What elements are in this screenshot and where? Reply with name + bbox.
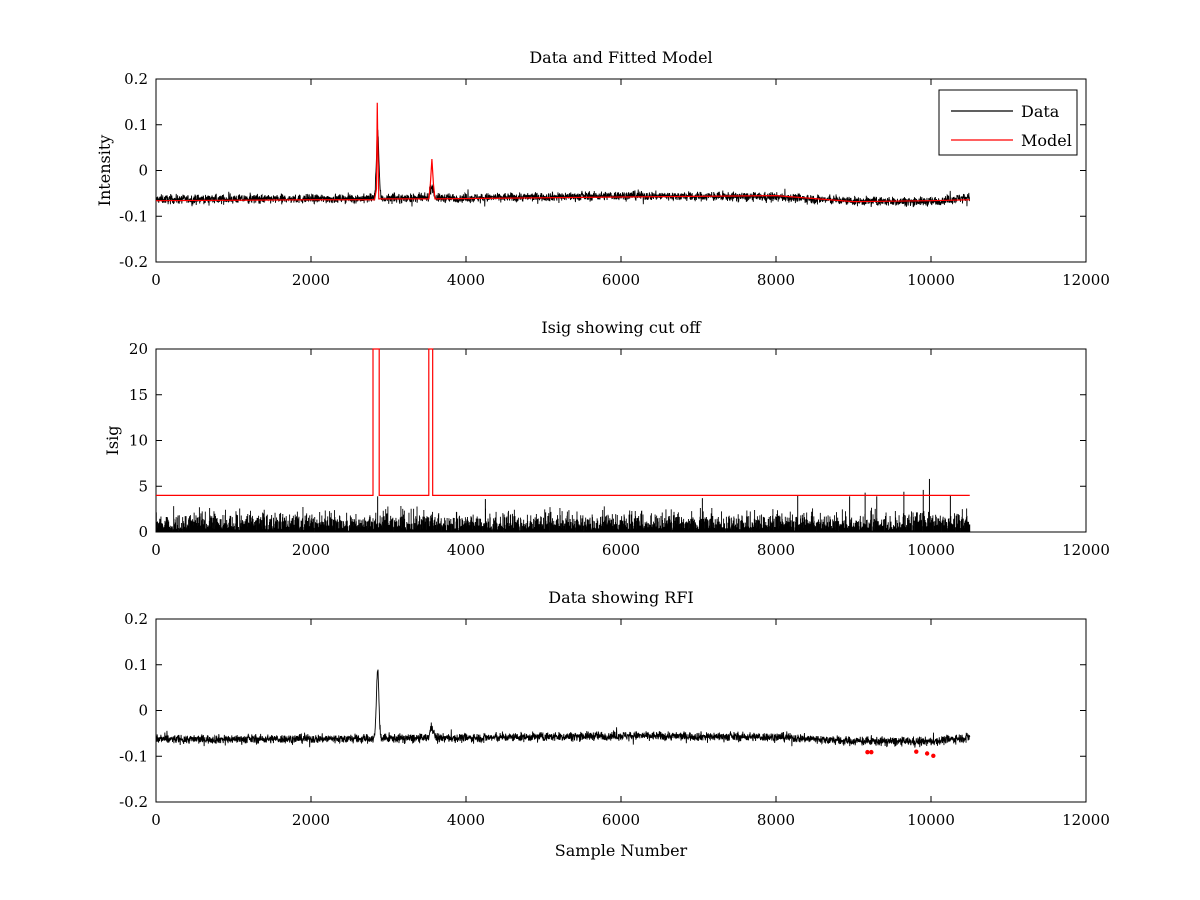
rfi-marker <box>869 749 874 755</box>
plot-marks <box>155 102 971 208</box>
x-tick-label: 4000 <box>447 541 485 559</box>
y-tick-label: 15 <box>129 386 148 404</box>
y-tick-label: 0.2 <box>124 610 148 628</box>
x-tick-label: 6000 <box>602 811 640 829</box>
x-tick-label: 6000 <box>602 271 640 289</box>
y-tick-label: 0 <box>138 523 148 541</box>
x-tick-label: 2000 <box>292 271 330 289</box>
x-axis-label: Sample Number <box>555 841 688 860</box>
plot-area <box>155 348 1087 533</box>
plot-marks <box>155 669 971 758</box>
x-tick-label: 8000 <box>757 541 795 559</box>
chart-title: Isig showing cut off <box>541 318 702 337</box>
tick-group: 0 2000 4000 6000 8000 10000 12000 -0.2 -0.1 0 0.1 0… <box>119 610 1110 829</box>
x-tick-label: 10000 <box>907 541 955 559</box>
y-tick-label: -0.1 <box>119 207 148 225</box>
x-tick-label: 0 <box>151 811 161 829</box>
tick-group: 0 2000 4000 6000 8000 10000 12000 0 5 10 15 20 <box>129 340 1110 559</box>
rfi-marker <box>865 749 870 755</box>
plot-area <box>155 78 1087 263</box>
y-tick-label: 10 <box>129 432 148 450</box>
y-tick-label: 5 <box>138 477 148 495</box>
rfi-marker <box>931 753 936 758</box>
plot-area <box>155 618 1087 803</box>
series-1 <box>156 348 970 496</box>
tick-group: 0 2000 4000 6000 8000 10000 12000 -0.2 -0.1 0 0.1 0… <box>119 70 1110 289</box>
chart-title: Data showing RFI <box>548 588 693 607</box>
x-tick-label: 12000 <box>1062 271 1110 289</box>
x-tick-label: 2000 <box>292 541 330 559</box>
series-line <box>156 348 970 496</box>
chart-title: Data and Fitted Model <box>529 48 712 67</box>
x-tick-label: 0 <box>151 541 161 559</box>
data-trace <box>155 669 971 748</box>
y-tick-label: 0.1 <box>124 656 148 674</box>
x-tick-label: 12000 <box>1062 541 1110 559</box>
y-tick-label: -0.2 <box>119 793 148 811</box>
series-0 <box>155 669 971 748</box>
series-line <box>155 102 970 203</box>
y-tick-label: 0 <box>138 702 148 720</box>
y-tick-label: 0.2 <box>124 70 148 88</box>
series-1 <box>155 102 970 203</box>
series-1 <box>865 749 936 758</box>
x-tick-label: 12000 <box>1062 811 1110 829</box>
y-axis-label: Isig <box>103 426 122 456</box>
legend: Data Model <box>938 89 1078 156</box>
x-tick-label: 8000 <box>757 811 795 829</box>
chart-panel: 0 2000 4000 6000 8000 10000 12000 -0.2 -0.1 0 0.1 0… <box>119 588 1110 860</box>
x-tick-label: 10000 <box>907 271 955 289</box>
chart-panel: 0 2000 4000 6000 8000 10000 12000 -0.2 -0.1 0 0.1 0… <box>95 48 1110 289</box>
legend-label-data: Data <box>1021 102 1060 121</box>
series-0 <box>155 129 971 208</box>
x-tick-label: 8000 <box>757 271 795 289</box>
legend-box <box>938 89 1078 156</box>
x-tick-label: 4000 <box>447 811 485 829</box>
x-tick-label: 2000 <box>292 811 330 829</box>
data-trace <box>155 129 971 208</box>
x-tick-label: 6000 <box>602 541 640 559</box>
x-tick-label: 10000 <box>907 811 955 829</box>
y-tick-label: 0 <box>138 162 148 180</box>
y-tick-label: 20 <box>129 340 148 358</box>
x-tick-label: 4000 <box>447 271 485 289</box>
chart-panel: 0 2000 4000 6000 8000 10000 12000 0 5 10 15 20 Isig… <box>103 318 1110 559</box>
y-axis-label: Intensity <box>95 135 114 207</box>
legend-label-model: Model <box>1021 131 1072 150</box>
y-tick-label: 0.1 <box>124 116 148 134</box>
y-tick-label: -0.2 <box>119 253 148 271</box>
y-tick-label: -0.1 <box>119 747 148 765</box>
rfi-marker <box>914 749 919 754</box>
x-tick-label: 0 <box>151 271 161 289</box>
rfi-marker <box>924 751 930 756</box>
